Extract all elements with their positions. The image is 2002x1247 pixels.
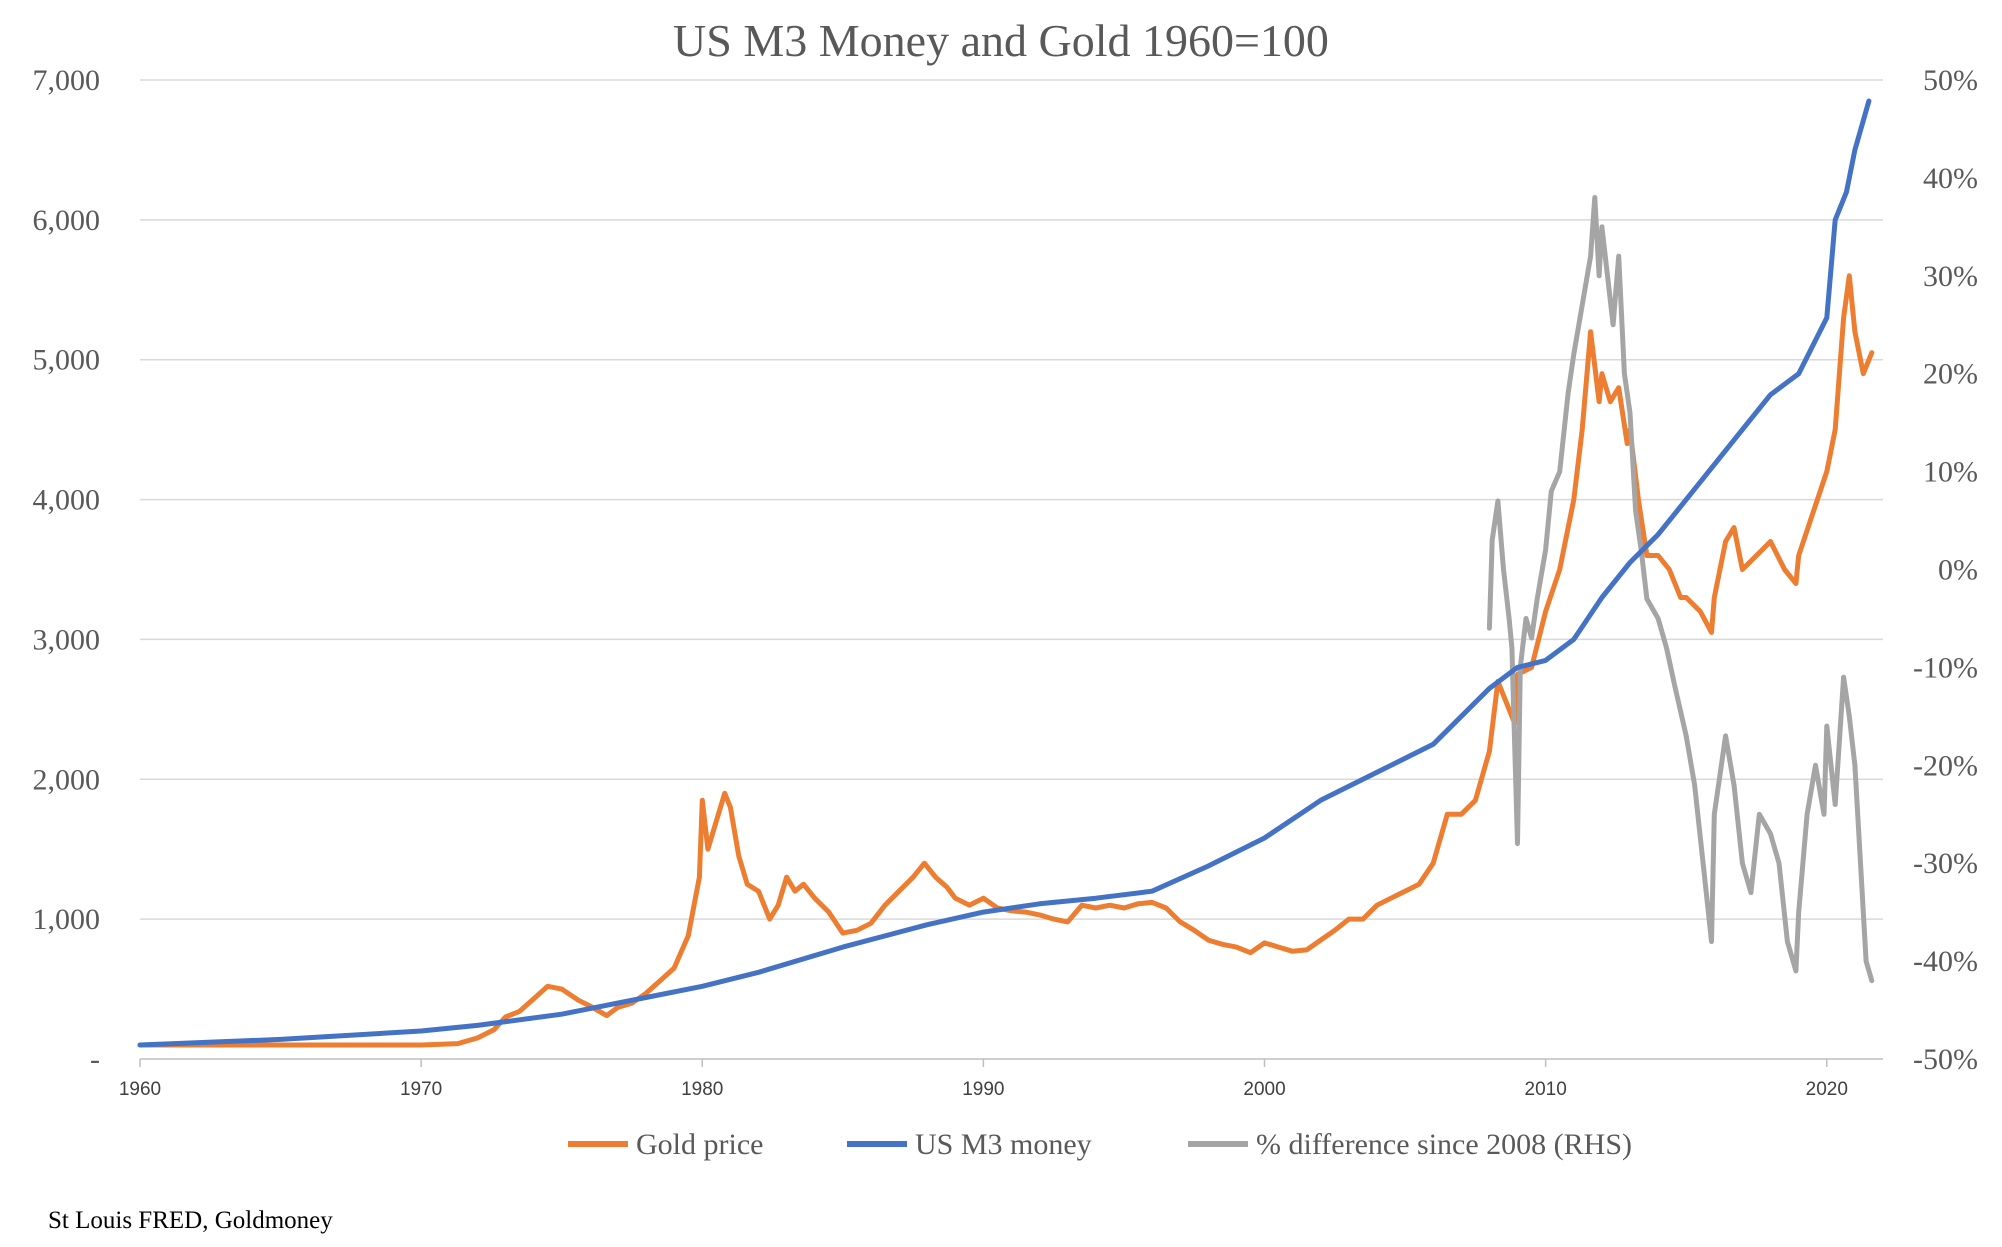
y-right-tick-label: 20% <box>1923 358 1978 391</box>
y-right-tick-label: -10% <box>1913 651 1978 684</box>
x-tick-label: 2020 <box>1806 1079 1848 1100</box>
y-left-tick-label: - <box>90 1043 100 1076</box>
gridlines <box>140 79 1883 920</box>
y-right-tick-label: -30% <box>1913 847 1978 880</box>
series-line-0 <box>137 273 1875 1048</box>
source-note: St Louis FRED, Goldmoney <box>48 1207 333 1234</box>
y-right-tick-label: 50% <box>1923 64 1978 97</box>
y-right-tick-label: -40% <box>1913 945 1978 978</box>
y-left-tick-label: 2,000 <box>33 763 101 796</box>
x-tick-label: 1970 <box>400 1079 442 1100</box>
y-left-tick-label: 5,000 <box>33 344 101 377</box>
y-right-tick-label: 0% <box>1938 554 1978 587</box>
legend-label-1: US M3 money <box>915 1128 1092 1161</box>
x-tick-label: 1990 <box>962 1079 1004 1100</box>
y-left-tick-label: 3,000 <box>33 623 101 656</box>
x-tick-label: 2000 <box>1243 1079 1285 1100</box>
y-right-tick-label: 10% <box>1923 456 1978 489</box>
x-tick-label: 2010 <box>1525 1079 1567 1100</box>
y-right-tick-label: -20% <box>1913 749 1978 782</box>
y-left-tick-label: 4,000 <box>33 484 101 517</box>
series-line-2 <box>1486 195 1875 984</box>
legend: Gold price US M3 money % difference since … <box>568 1128 1632 1161</box>
axes: - 1,000 2,000 3,000 4,000 5,000 6,000 7,000 -50%… <box>33 64 1979 1100</box>
y-right-tick-label: 30% <box>1923 260 1978 293</box>
series-lines <box>137 98 1875 1048</box>
y-right-tick-label: 40% <box>1923 162 1978 195</box>
x-tick-label: 1980 <box>681 1079 723 1100</box>
y-right-tick-label: -50% <box>1913 1043 1978 1076</box>
chart-title: US M3 Money and Gold 1960=100 <box>673 15 1329 66</box>
series-line-1 <box>137 98 1872 1048</box>
y-left-tick-label: 6,000 <box>33 204 101 237</box>
y-left-tick-label: 7,000 <box>33 64 101 97</box>
legend-label-0: Gold price <box>636 1128 763 1161</box>
legend-label-2: % difference since 2008 (RHS) <box>1256 1128 1632 1161</box>
y-left-tick-label: 1,000 <box>33 903 101 936</box>
x-tick-label: 1960 <box>119 1079 161 1100</box>
